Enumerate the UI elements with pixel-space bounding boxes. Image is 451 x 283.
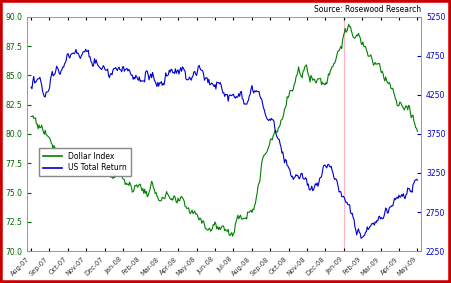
Legend: Dollar Index, US Total Return: Dollar Index, US Total Return xyxy=(39,148,131,176)
Text: Source: Rosewood Research: Source: Rosewood Research xyxy=(314,5,421,14)
